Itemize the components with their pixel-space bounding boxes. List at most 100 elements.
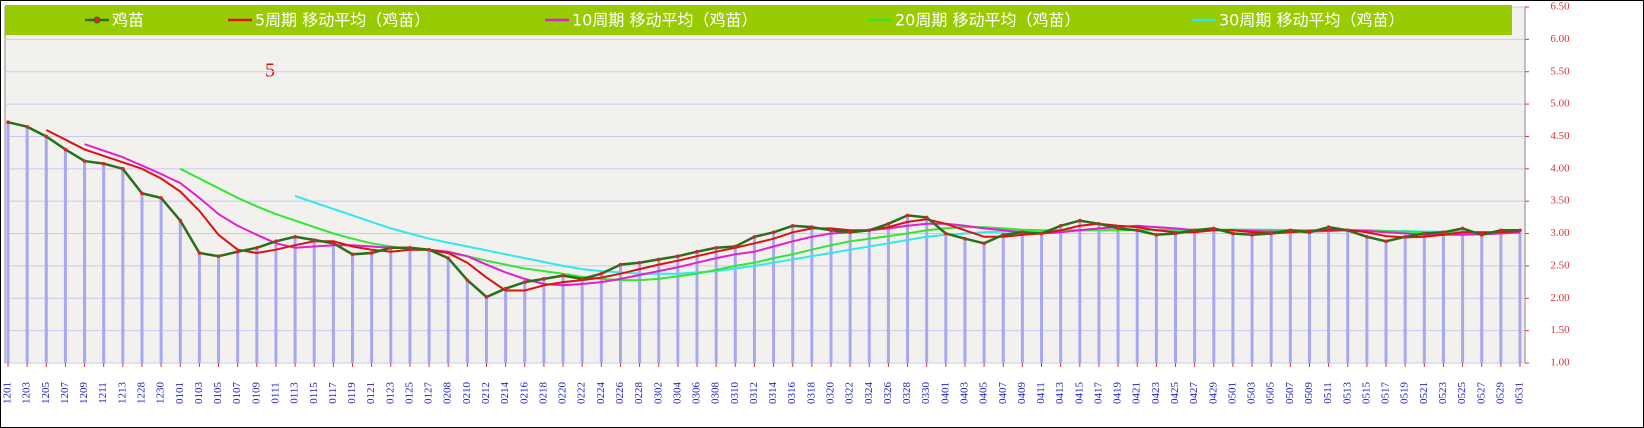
bar — [389, 247, 393, 363]
bar — [159, 197, 163, 363]
point — [1058, 223, 1063, 228]
point — [1460, 226, 1465, 231]
point — [963, 236, 967, 241]
bar — [274, 241, 278, 363]
x-tick-label: 1201 — [2, 382, 14, 404]
x-tick-label: 0111 — [269, 382, 281, 403]
bar — [599, 273, 603, 363]
point — [1231, 231, 1235, 236]
point — [599, 271, 604, 276]
point — [1211, 226, 1216, 231]
point — [886, 222, 891, 226]
x-tick-label: 1230 — [155, 382, 167, 405]
legend-label: 20周期 移动平均（鸡苗） — [895, 11, 1080, 30]
point — [427, 247, 431, 252]
point — [924, 215, 929, 220]
bar — [236, 251, 240, 363]
x-tick-label: 0224 — [595, 382, 607, 405]
x-tick-label: 0306 — [691, 382, 703, 405]
x-tick-label: 0228 — [633, 382, 645, 405]
bar — [25, 126, 29, 363]
bar — [1250, 234, 1254, 363]
x-tick-label: 0501 — [1226, 382, 1238, 404]
bar — [1173, 233, 1177, 363]
x-tick-label: 0119 — [346, 382, 358, 404]
x-tick-label: 1203 — [21, 382, 33, 405]
bar — [906, 215, 910, 363]
point — [1077, 218, 1082, 223]
point — [905, 213, 910, 218]
point — [752, 234, 757, 239]
point — [810, 225, 814, 229]
bar — [1001, 234, 1005, 363]
bar — [1327, 227, 1331, 363]
bar — [484, 296, 488, 363]
x-tick-label: 0507 — [1284, 382, 1296, 405]
x-tick-label: 0103 — [193, 382, 205, 405]
bar — [638, 262, 642, 363]
point — [25, 124, 29, 129]
x-tick-label: 0310 — [729, 382, 741, 405]
bar — [1116, 228, 1120, 363]
bar — [810, 227, 814, 363]
y-tick-label: 2.50 — [1550, 259, 1570, 271]
x-tick-label: 0226 — [614, 382, 626, 405]
x-tick-label: 0427 — [1188, 382, 1200, 405]
point — [101, 161, 106, 166]
point — [1403, 234, 1407, 239]
x-tick-label: 0318 — [805, 382, 817, 405]
point — [255, 245, 259, 250]
bar — [1518, 230, 1522, 363]
bar — [1403, 236, 1407, 363]
plot-area — [4, 6, 1526, 364]
x-tick-label: 0531 — [1514, 382, 1526, 404]
bar — [657, 259, 661, 363]
x-tick-label: 0523 — [1437, 382, 1449, 405]
bar — [217, 256, 221, 363]
point — [1250, 233, 1254, 237]
x-tick-label: 0519 — [1399, 382, 1411, 405]
point — [637, 260, 642, 265]
x-tick-label: 0109 — [250, 382, 262, 405]
point — [695, 249, 699, 254]
bar — [178, 220, 182, 363]
bar — [695, 251, 699, 363]
bar — [848, 232, 852, 363]
point — [216, 254, 221, 258]
point — [1135, 228, 1140, 233]
point — [1269, 231, 1273, 236]
x-tick-label: 0308 — [710, 382, 722, 405]
bar — [925, 217, 929, 363]
bar — [982, 243, 986, 363]
bar — [829, 230, 833, 363]
bar — [465, 280, 469, 363]
point — [790, 223, 795, 228]
x-tick-label: 0505 — [1265, 382, 1277, 405]
bar — [886, 223, 890, 363]
bar — [83, 161, 87, 363]
point — [1384, 239, 1388, 244]
point — [82, 159, 87, 163]
x-tick-label: 0429 — [1207, 382, 1219, 405]
point — [503, 286, 508, 291]
bar — [63, 149, 67, 363]
legend-marker — [93, 16, 101, 24]
bar — [618, 264, 622, 363]
legend-label: 10周期 移动平均（鸡苗） — [572, 11, 757, 30]
x-tick-label: 1207 — [59, 382, 71, 405]
point — [1441, 230, 1446, 235]
bar — [1288, 230, 1292, 363]
x-tick-label: 0411 — [1035, 382, 1047, 404]
point — [733, 244, 738, 249]
y-tick-label: 4.50 — [1550, 130, 1570, 142]
bar — [293, 236, 297, 363]
point — [1020, 230, 1025, 235]
y-tick-label: 4.00 — [1550, 162, 1570, 174]
y-tick-label: 2.00 — [1550, 292, 1570, 304]
bar — [1154, 234, 1158, 363]
point — [1116, 226, 1120, 231]
x-tick-label: 1228 — [136, 382, 148, 405]
point — [1345, 228, 1350, 233]
x-tick-label: 0121 — [365, 382, 377, 404]
point — [6, 120, 10, 125]
